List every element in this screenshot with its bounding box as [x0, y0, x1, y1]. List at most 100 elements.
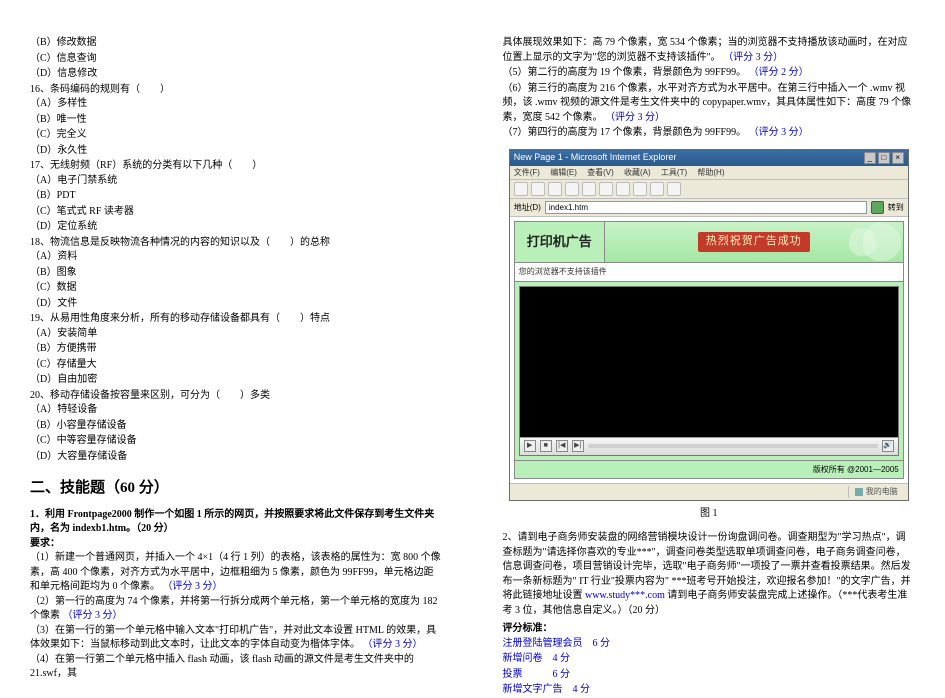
t1-5-score: （评分 2 分）: [749, 67, 809, 78]
t1-7-text: （7）第四行的高度为 17 个像素，背景颜色为 99FF99。: [503, 127, 747, 138]
t1-6-text: （6）第三行的高度为 216 个像素，水平对齐方式为水平居中。在第三行中插入一个…: [503, 83, 912, 123]
play-icon[interactable]: ▶: [524, 440, 536, 452]
t1-7: （7）第四行的高度为 17 个像素，背景颜色为 99FF99。 （评分 3 分）: [503, 126, 916, 141]
refresh-icon[interactable]: [565, 182, 579, 196]
opt: （B）小容量存储设备: [30, 419, 443, 434]
window-buttons: _ □ ×: [864, 152, 904, 164]
ie-toolbar: [510, 180, 908, 199]
mute-icon[interactable]: 🔊: [882, 440, 894, 452]
ie-menubar[interactable]: 文件(F) 编辑(E) 查看(V) 收藏(A) 工具(T) 帮助(H): [510, 166, 908, 181]
ie-statusbar: 我的电脑: [510, 483, 908, 500]
q20-options: （A）特轻设备 （B）小容量存储设备 （C）中等容量存储设备 （D）大容量存储设…: [30, 403, 443, 464]
menu-item[interactable]: 收藏(A): [624, 168, 651, 177]
history-icon[interactable]: [633, 182, 647, 196]
opt: （C）数据: [30, 281, 443, 296]
print-icon[interactable]: [667, 182, 681, 196]
menu-item[interactable]: 查看(V): [587, 168, 614, 177]
opt: （A）电子门禁系统: [30, 174, 443, 189]
opt: （B）方便携带: [30, 342, 443, 357]
opt: （D）自由加密: [30, 373, 443, 388]
video-area: [520, 287, 898, 437]
go-icon[interactable]: [871, 201, 884, 214]
search-icon[interactable]: [599, 182, 613, 196]
opt: （B）修改数据: [30, 36, 443, 51]
player-controls: ▶ ■ |◀ ▶| 🔊: [520, 437, 898, 455]
task2-body: 2、请到电子商务师安装盘的网络营销模块设计一份询盘调问卷。调查期型为"学习热点"…: [503, 531, 916, 618]
ie-title-text: New Page 1 - Microsoft Internet Explorer: [514, 151, 677, 164]
back-icon[interactable]: [514, 182, 528, 196]
menu-item[interactable]: 文件(F): [514, 168, 540, 177]
section-title: 二、技能题（60 分）: [30, 478, 443, 500]
opt: （C）完全义: [30, 128, 443, 143]
ie-titlebar: New Page 1 - Microsoft Internet Explorer…: [510, 150, 908, 166]
menu-item[interactable]: 工具(T): [661, 168, 687, 177]
opt: （D）文件: [30, 297, 443, 312]
maximize-icon[interactable]: □: [878, 152, 890, 164]
t1-6: （6）第三行的高度为 216 个像素，水平对齐方式为水平居中。在第三行中插入一个…: [503, 82, 916, 126]
menu-item[interactable]: 帮助(H): [697, 168, 724, 177]
score-item: 注册登陆管理会员 6 分: [503, 637, 916, 652]
mail-icon[interactable]: [650, 182, 664, 196]
opt: （C）信息查询: [30, 52, 443, 67]
task2-link[interactable]: www.study***.com: [585, 590, 665, 601]
t1-1-score: （评分 3 分）: [163, 581, 223, 592]
ie-window: New Page 1 - Microsoft Internet Explorer…: [509, 149, 909, 501]
t1-4-text: 具体展现效果如下：高 79 个像素，宽 534 个像素；当的浏览器不支持播放该动…: [503, 37, 908, 63]
t1-4-score: （评分 3 分）: [723, 52, 783, 63]
minimize-icon[interactable]: _: [864, 152, 876, 164]
banner-left-cell: 打印机广告: [515, 222, 605, 262]
opt: （D）永久性: [30, 144, 443, 159]
score-title: 评分标准：: [503, 622, 916, 637]
favorites-icon[interactable]: [616, 182, 630, 196]
q18-options: （A）资料 （B）图象 （C）数据 （D）文件: [30, 250, 443, 311]
prev-icon[interactable]: |◀: [556, 440, 568, 452]
q20: 20、移动存储设备按容量来区别，可分为（ ）多类: [30, 389, 443, 404]
t1-4-cont: 具体展现效果如下：高 79 个像素，宽 534 个像素；当的浏览器不支持播放该动…: [503, 36, 916, 65]
task1-title: 1．利用 Frontpage2000 制作一个如图 1 所示的网页，并按照要求将…: [30, 508, 443, 537]
banner-badge: 热烈祝贺广告成功: [698, 232, 810, 252]
task1-step3: （3）在第一行的第一个单元格中输入文本"打印机广告"，并对此文本设置 HTML …: [30, 624, 443, 653]
t1-6-score: （评分 3 分）: [605, 112, 665, 123]
status-text: 我的电脑: [866, 486, 898, 498]
opt: （C）笔式式 RF 读考器: [30, 205, 443, 220]
next-icon[interactable]: ▶|: [572, 440, 584, 452]
menu-item[interactable]: 编辑(E): [550, 168, 577, 177]
q17-options: （A）电子门禁系统 （B）PDT （C）笔式式 RF 读考器 （D）定位系统: [30, 174, 443, 235]
opt: （B）PDT: [30, 189, 443, 204]
opt: （D）大容量存储设备: [30, 450, 443, 465]
forward-icon[interactable]: [531, 182, 545, 196]
ie-viewport: 打印机广告 热烈祝贺广告成功 您的浏览器不支持该插件 ▶ ■ |◀ ▶|: [510, 217, 908, 483]
score-item: 投票 6 分: [503, 668, 916, 683]
address-input[interactable]: [545, 201, 867, 214]
close-icon[interactable]: ×: [892, 152, 904, 164]
t1-1-text: （1）新建一个普通网页，并插入一个 4×1（4 行 1 列）的表格，该表格的属性…: [30, 552, 441, 592]
address-label: 地址(D): [514, 202, 541, 214]
seek-bar[interactable]: [588, 444, 878, 448]
score-list: 注册登陆管理会员 6 分 新增问卷 4 分 投票 6 分 新增文字广告 4 分: [503, 637, 916, 698]
q19-options: （A）安装简单 （B）方便携带 （C）存储量大 （D）自由加密: [30, 327, 443, 388]
task1-step4: （4）在第一行第二个单元格中插入 flash 动画，该 flash 动画的源文件…: [30, 653, 443, 682]
banner-row: 打印机广告 热烈祝贺广告成功: [515, 222, 903, 262]
opt: （B）图象: [30, 266, 443, 281]
task1-step2: （2）第一行的高度为 74 个像素，并将第一行拆分成两个单元格，第一个单元格的宽…: [30, 595, 443, 624]
q16-options: （A）多样性 （B）唯一性 （C）完全义 （D）永久性: [30, 97, 443, 158]
task1-req: 要求：: [30, 537, 443, 552]
q16: 16、条码编码的规则有（ ）: [30, 83, 443, 98]
home-icon[interactable]: [582, 182, 596, 196]
stop-icon[interactable]: ■: [540, 440, 552, 452]
status-cell: 我的电脑: [848, 486, 904, 498]
q17: 17、无线射频（RF）系统的分类有以下几种（ ）: [30, 159, 443, 174]
opt: （B）唯一性: [30, 113, 443, 128]
banner-right-cell: 热烈祝贺广告成功: [605, 222, 903, 262]
media-player: ▶ ■ |◀ ▶| 🔊: [519, 286, 899, 456]
score-item: 新增问卷 4 分: [503, 652, 916, 667]
q18: 18、物流信息是反映物流各种情况的内容的知识以及（ ）的总称: [30, 236, 443, 251]
go-label: 转到: [888, 202, 904, 214]
figure-caption: 图 1: [503, 507, 916, 522]
opt: （D）信息修改: [30, 67, 443, 82]
page-left: （B）修改数据 （C）信息查询 （D）信息修改 16、条码编码的规则有（ ） （…: [0, 0, 473, 669]
opt: （A）特轻设备: [30, 403, 443, 418]
t1-7-score: （评分 3 分）: [749, 127, 809, 138]
stop-icon[interactable]: [548, 182, 562, 196]
q15-options: （B）修改数据 （C）信息查询 （D）信息修改: [30, 36, 443, 82]
